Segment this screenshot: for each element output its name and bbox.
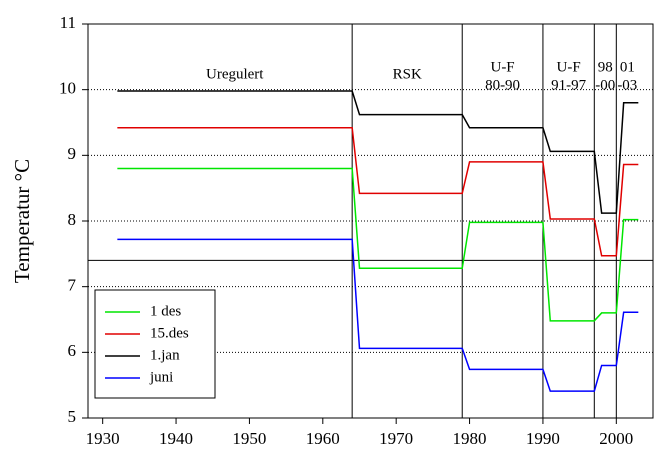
period-label: Uregulert <box>206 66 264 82</box>
legend <box>94 289 216 399</box>
period-label: U-F <box>557 59 581 75</box>
legend-label: 1 des <box>150 303 181 319</box>
x-tick-label: 1980 <box>453 429 487 448</box>
series-line <box>117 238 639 392</box>
y-tick-label: 8 <box>68 210 77 229</box>
plot-frame <box>87 23 654 419</box>
series-line <box>117 127 639 257</box>
y-tick-label: 10 <box>59 79 76 98</box>
series-line <box>117 167 639 322</box>
y-tick-label: 5 <box>68 407 77 426</box>
period-label: -03 <box>617 77 637 93</box>
x-tick-label: 1940 <box>159 429 193 448</box>
y-tick-label: 11 <box>60 13 76 32</box>
y-axis-label: Temperatur °C <box>10 159 34 283</box>
series-line <box>117 90 639 214</box>
x-tick-label: 1950 <box>232 429 266 448</box>
period-label: 91-97 <box>551 77 586 93</box>
y-tick-label: 9 <box>68 144 77 163</box>
period-label: 01 <box>620 59 635 75</box>
period-label: 80-90 <box>485 77 520 93</box>
x-tick-label: 1960 <box>306 429 340 448</box>
period-label: -00 <box>595 77 615 93</box>
period-label: U-F <box>490 59 514 75</box>
x-tick-label: 1990 <box>526 429 560 448</box>
x-tick-label: 1970 <box>379 429 413 448</box>
x-tick-label: 1930 <box>86 429 120 448</box>
y-tick-label: 6 <box>68 341 77 360</box>
legend-label: 1.jan <box>150 347 180 363</box>
period-label: RSK <box>393 66 422 82</box>
legend-label: 15.des <box>150 325 189 341</box>
legend-label: juni <box>149 369 173 385</box>
y-tick-label: 7 <box>68 276 77 295</box>
x-tick-label: 2000 <box>599 429 633 448</box>
period-label: 98 <box>598 59 613 75</box>
